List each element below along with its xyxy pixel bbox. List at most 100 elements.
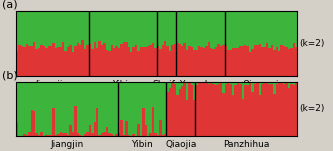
Bar (222, 82, 224, 93)
Bar (159, 120, 162, 136)
Bar (82, 82, 84, 135)
Bar (38, 48, 40, 76)
Bar (178, 43, 181, 76)
Bar (65, 133, 67, 136)
Text: Qiaojia: Qiaojia (165, 140, 196, 149)
Bar (103, 11, 106, 43)
Bar (232, 95, 234, 136)
Bar (224, 11, 227, 45)
Bar (84, 82, 86, 134)
Bar (195, 85, 198, 136)
Text: Qianwei: Qianwei (243, 80, 279, 89)
Bar (48, 82, 50, 135)
Bar (222, 11, 224, 45)
Bar (91, 82, 94, 133)
Bar (241, 82, 244, 99)
Bar (118, 11, 120, 48)
Bar (23, 82, 26, 134)
Bar (113, 48, 116, 76)
Bar (171, 82, 173, 136)
Bar (215, 82, 217, 85)
Bar (99, 11, 101, 41)
Bar (101, 45, 103, 76)
Bar (113, 82, 116, 136)
Bar (57, 11, 60, 47)
Bar (217, 82, 220, 84)
Bar (65, 11, 67, 51)
Bar (52, 108, 55, 136)
Bar (82, 135, 84, 136)
Bar (266, 43, 268, 76)
Bar (220, 11, 222, 46)
Bar (23, 11, 26, 47)
Text: Yibin: Yibin (131, 140, 153, 149)
Bar (234, 48, 237, 76)
Bar (292, 11, 295, 43)
Bar (212, 11, 215, 49)
Bar (183, 43, 186, 76)
Bar (40, 45, 43, 76)
Bar (60, 82, 62, 132)
Bar (21, 82, 23, 136)
Bar (77, 11, 79, 43)
Bar (159, 49, 162, 76)
Bar (137, 124, 140, 136)
Bar (239, 84, 241, 136)
Bar (111, 11, 113, 45)
Bar (96, 11, 99, 48)
Bar (82, 40, 84, 76)
Bar (207, 84, 210, 136)
Text: Yongshan: Yongshan (179, 80, 222, 89)
Bar (45, 135, 48, 136)
Bar (278, 82, 280, 83)
Text: Jiangjin: Jiangjin (50, 140, 84, 149)
Bar (28, 132, 31, 136)
Bar (118, 82, 120, 133)
Bar (116, 46, 118, 76)
Bar (198, 46, 200, 76)
Bar (210, 83, 212, 136)
Bar (96, 108, 99, 136)
Bar (108, 133, 111, 136)
Bar (212, 49, 215, 76)
Bar (164, 134, 166, 136)
Bar (57, 47, 60, 76)
Bar (188, 46, 190, 76)
Bar (183, 83, 186, 136)
Bar (283, 82, 285, 84)
Bar (283, 46, 285, 76)
Bar (31, 110, 33, 136)
Bar (256, 82, 258, 83)
Bar (74, 11, 77, 46)
Bar (162, 135, 164, 136)
Bar (186, 100, 188, 136)
Bar (244, 82, 246, 85)
Bar (280, 11, 283, 45)
Bar (101, 11, 103, 45)
Bar (249, 83, 251, 136)
Bar (292, 82, 295, 85)
Bar (26, 44, 28, 76)
Bar (84, 49, 86, 76)
Bar (258, 44, 261, 76)
Bar (60, 132, 62, 136)
Bar (89, 11, 91, 44)
Bar (227, 82, 229, 83)
Bar (261, 11, 263, 47)
Bar (198, 82, 200, 136)
Bar (57, 134, 60, 136)
Bar (101, 82, 103, 133)
Bar (162, 45, 164, 76)
Bar (128, 11, 130, 47)
Bar (31, 11, 33, 46)
Bar (215, 47, 217, 76)
Bar (154, 133, 157, 136)
Bar (147, 82, 150, 136)
Bar (145, 11, 147, 47)
Bar (261, 84, 263, 136)
Bar (65, 82, 67, 133)
Bar (200, 11, 203, 47)
Bar (169, 51, 171, 76)
Bar (181, 45, 183, 76)
Bar (273, 94, 275, 136)
